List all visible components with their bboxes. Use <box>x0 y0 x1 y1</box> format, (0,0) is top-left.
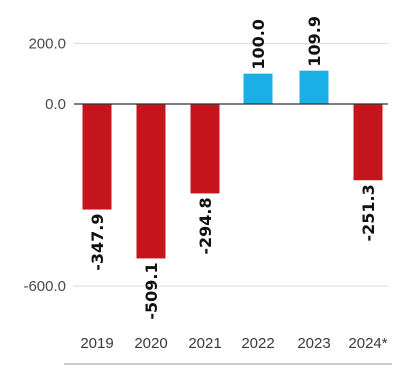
x-tick-label: 2022 <box>241 335 274 352</box>
data-label: -509.1 <box>142 262 161 319</box>
x-axis-category-labels: 2019 2020 2021 2022 2023 2024* <box>80 335 387 352</box>
data-label: -347.9 <box>88 214 107 271</box>
data-label: 109.9 <box>305 16 324 67</box>
data-label: -294.8 <box>196 197 215 254</box>
bar-2020 <box>136 104 166 259</box>
data-labels: -347.9 -509.1 -294.8 100.0 109.9 -251.3 <box>88 16 378 320</box>
bar-2023 <box>299 70 329 104</box>
data-label: 100.0 <box>249 19 268 70</box>
bar-2019 <box>82 104 112 210</box>
bar-2021 <box>190 104 220 194</box>
y-tick-label: 0.0 <box>45 96 66 113</box>
y-axis-tick-labels: 200.0 0.0 -600.0 <box>23 35 66 295</box>
x-tick-label: 2024* <box>348 335 387 352</box>
bar-2022 <box>243 73 273 104</box>
data-label: -251.3 <box>359 184 378 241</box>
x-tick-label: 2021 <box>188 335 221 352</box>
x-tick-label: 2019 <box>80 335 113 352</box>
x-tick-label: 2023 <box>297 335 330 352</box>
bars <box>82 70 383 259</box>
y-tick-label: 200.0 <box>28 35 66 52</box>
y-tick-label: -600.0 <box>23 278 66 295</box>
bar-2024 <box>353 104 383 181</box>
gridlines <box>74 42 388 287</box>
x-tick-label: 2020 <box>134 335 167 352</box>
